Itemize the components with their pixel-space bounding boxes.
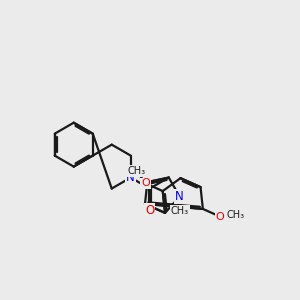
Text: CH₃: CH₃ (171, 206, 189, 216)
Text: CH₃: CH₃ (128, 166, 146, 176)
Text: CH₃: CH₃ (226, 210, 244, 220)
Text: N: N (126, 171, 135, 184)
Text: N: N (176, 190, 184, 203)
Text: O: O (145, 204, 154, 217)
Text: O: O (215, 212, 224, 221)
Text: O: O (141, 178, 150, 188)
